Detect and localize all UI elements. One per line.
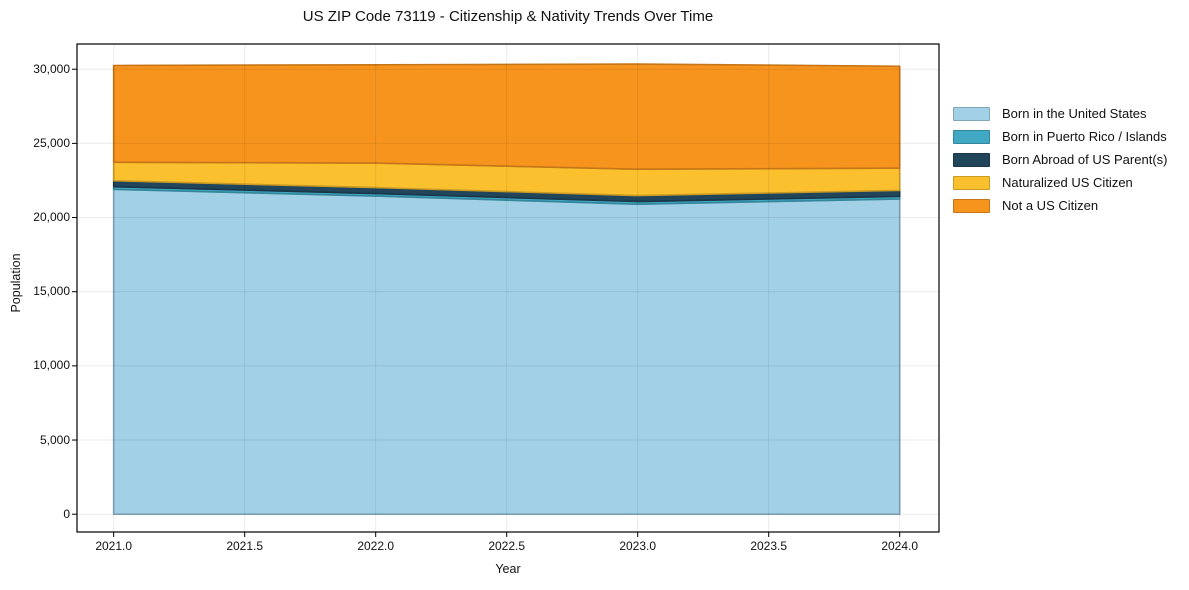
legend-swatch <box>953 129 990 144</box>
x-tick-label: 2024.0 <box>881 539 919 553</box>
legend-swatch <box>953 175 990 190</box>
legend-label: Naturalized US Citizen <box>1002 175 1133 190</box>
x-tick-label: 2023.5 <box>750 539 788 553</box>
legend-label: Not a US Citizen <box>1002 198 1099 213</box>
legend-label: Born in the United States <box>1002 106 1147 121</box>
legend: Born in the United States Born in Puerto … <box>953 106 1168 213</box>
legend-swatch <box>953 106 990 121</box>
legend-item: Not a US Citizen <box>953 198 1167 213</box>
legend-item: Naturalized US Citizen <box>953 175 1167 190</box>
legend-label: Born in Puerto Rico / Islands <box>1002 129 1167 144</box>
y-tick-label: 5,000 <box>39 432 70 447</box>
legend-item: Born Abroad of US Parent(s) <box>953 152 1168 167</box>
y-tick-label: 0 <box>63 506 70 521</box>
x-axis-title: Year <box>495 562 521 576</box>
legend-item: Born in the United States <box>953 106 1167 121</box>
legend-swatch <box>953 152 990 167</box>
x-tick-label: 2021.5 <box>226 539 264 553</box>
y-tick-label: 15,000 <box>33 284 70 299</box>
x-tick-label: 2021.0 <box>95 539 133 553</box>
y-tick-label: 30,000 <box>33 61 70 76</box>
y-tick-label: 10,000 <box>33 358 70 373</box>
legend-swatch <box>953 198 990 213</box>
y-axis-title: Population <box>9 253 23 313</box>
area-series-4 <box>112 63 901 170</box>
x-tick-label: 2022.5 <box>488 539 526 553</box>
x-tick-label: 2023.0 <box>619 539 657 553</box>
legend-label: Born Abroad of US Parent(s) <box>1002 152 1168 167</box>
y-tick-label: 20,000 <box>33 210 70 225</box>
chart-title: US ZIP Code 73119 - Citizenship & Nativi… <box>302 8 714 25</box>
plot-border <box>76 43 940 533</box>
x-tick-label: 2022.0 <box>357 539 395 553</box>
y-tick-label: 25,000 <box>33 135 70 150</box>
legend-item: Born in Puerto Rico / Islands <box>953 129 1167 144</box>
y-axis-tick-labels: 0 5,000 10,000 15,000 20,000 25,000 30,000 <box>0 0 70 590</box>
